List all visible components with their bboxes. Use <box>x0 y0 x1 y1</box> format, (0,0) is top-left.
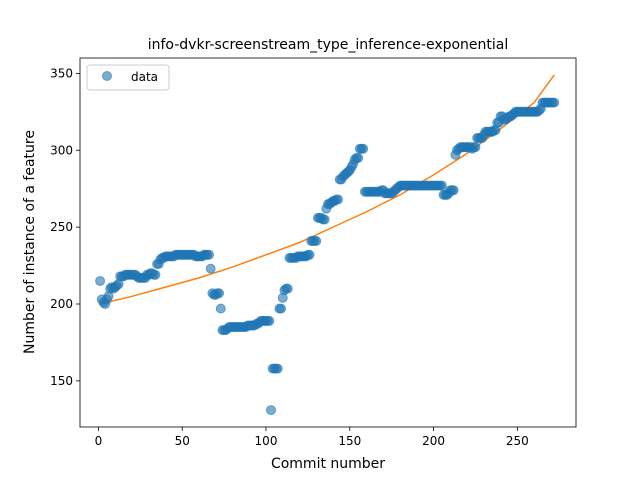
data-point <box>470 142 481 153</box>
x-tick-label: 50 <box>175 434 190 448</box>
legend-marker-data <box>102 71 112 81</box>
y-tick-label: 200 <box>50 297 73 311</box>
legend: data <box>86 64 170 91</box>
x-axis-ticks: 0 50 100 150 200 250 <box>95 427 529 448</box>
data-point <box>311 235 322 246</box>
data-point <box>95 275 106 286</box>
y-tick-label: 300 <box>50 143 73 157</box>
x-tick-label: 150 <box>338 434 361 448</box>
data-point <box>358 143 369 154</box>
data-point <box>264 315 275 326</box>
data-point <box>150 269 161 280</box>
x-tick-label: 250 <box>506 434 529 448</box>
chart-title: info-dvkr-screenstream_type_inference-ex… <box>148 37 509 53</box>
data-point <box>205 263 216 274</box>
data-point <box>448 185 459 196</box>
fit-line <box>99 74 555 305</box>
y-tick-label: 150 <box>50 374 73 388</box>
plot-frame <box>79 57 577 428</box>
data-point <box>276 303 287 314</box>
y-axis-ticks: 150 200 250 300 350 <box>50 66 80 388</box>
x-tick-label: 0 <box>95 434 103 448</box>
x-axis-label: Commit number <box>271 456 385 472</box>
data-point <box>436 180 447 191</box>
y-axis-label: Number of instance of a feature <box>22 130 38 354</box>
data-points-layer <box>95 97 560 416</box>
data-point <box>266 405 277 416</box>
data-point <box>353 152 364 163</box>
data-point <box>333 194 344 205</box>
x-tick-label: 100 <box>255 434 278 448</box>
fit-line-layer <box>99 74 555 305</box>
y-tick-label: 350 <box>50 66 73 80</box>
x-tick-label: 200 <box>422 434 445 448</box>
legend-label-data: data <box>131 70 158 84</box>
data-point <box>272 363 283 374</box>
data-point <box>215 303 226 314</box>
data-point <box>304 249 315 260</box>
data-point <box>282 283 293 294</box>
data-point <box>204 249 215 260</box>
data-point <box>214 288 225 299</box>
data-point <box>319 214 330 225</box>
data-point <box>549 97 560 108</box>
y-tick-label: 250 <box>50 220 73 234</box>
